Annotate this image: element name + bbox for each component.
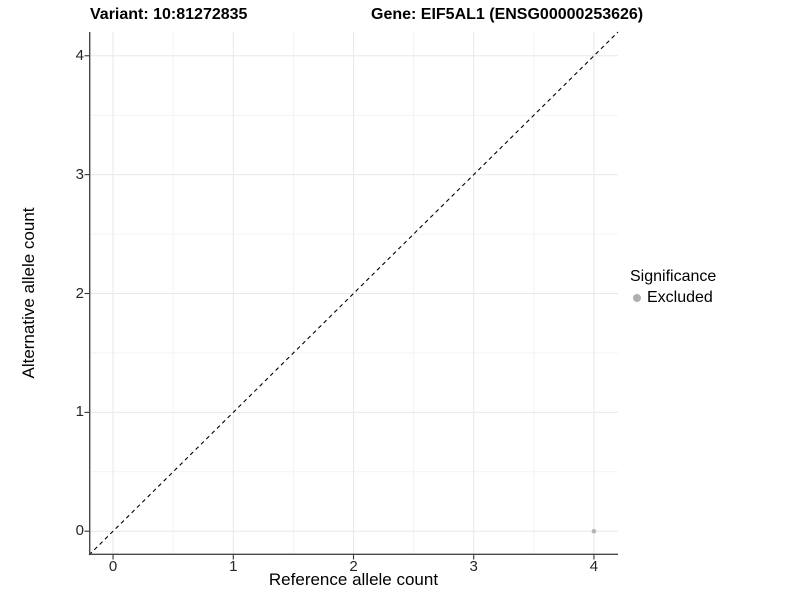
x-axis-title: Reference allele count — [268, 570, 439, 589]
x-tick-label: 0 — [108, 558, 118, 575]
y-tick-label: 4 — [75, 46, 84, 64]
identity-line — [88, 31, 619, 556]
plot-title-gene: Gene: EIF5AL1 (ENSG00000253626) — [371, 6, 644, 23]
plot-area — [84, 31, 619, 560]
legend: Significance Excluded — [630, 268, 716, 307]
x-tick-label: 1 — [229, 558, 238, 575]
y-tick-label: 1 — [75, 403, 84, 421]
plot-title-variant: Variant: 10:81272835 — [90, 6, 248, 23]
y-tick-label: 0 — [75, 522, 84, 540]
legend-title: Significance — [630, 268, 717, 285]
legend-entry-label: Excluded — [647, 289, 713, 306]
y-axis-title: Alternative allele count — [19, 207, 38, 379]
legend-point-icon — [633, 294, 641, 302]
plot-panel — [84, 31, 619, 560]
legend-entries: Excluded — [630, 289, 716, 307]
y-tick-label: 3 — [75, 165, 84, 183]
x-tick-label: 4 — [589, 558, 599, 575]
legend-entry: Excluded — [630, 289, 716, 307]
x-tick-label: 3 — [469, 558, 478, 575]
data-point — [591, 528, 597, 534]
y-tick-label: 2 — [75, 284, 84, 302]
x-tick-label: 2 — [349, 558, 358, 575]
